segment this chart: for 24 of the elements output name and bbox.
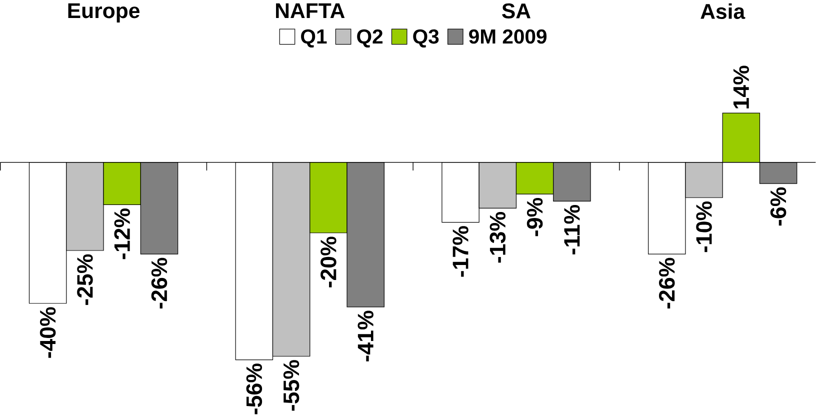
legend-label: Q2 (357, 29, 383, 48)
x-tick-label: Europe (68, 3, 140, 22)
data-label: -26% (658, 258, 675, 308)
legend-label: 9M 2009 (469, 29, 547, 44)
data-label: -13% (490, 212, 506, 263)
data-label: -20% (320, 236, 336, 288)
data-label: -25% (77, 254, 93, 305)
data-label: -11% (564, 204, 580, 254)
legend-label: Q3 (413, 29, 439, 48)
data-label: -6% (770, 187, 786, 226)
data-label: -26% (151, 258, 168, 308)
data-label: -40% (40, 307, 56, 358)
data-label: -10% (696, 201, 712, 252)
x-tick-label: Asia (700, 3, 746, 19)
data-label: 14% (733, 66, 750, 108)
x-tick-label: NAFTA (276, 3, 345, 18)
data-label: -9% (526, 198, 543, 236)
data-label: -55% (283, 360, 300, 411)
legend-label: Q1 (301, 29, 327, 48)
data-label: -41% (358, 310, 374, 362)
x-tick-label: SA (502, 3, 530, 18)
data-label: -17% (452, 226, 468, 277)
data-label: -56% (246, 364, 262, 414)
data-label: -12% (114, 208, 130, 260)
